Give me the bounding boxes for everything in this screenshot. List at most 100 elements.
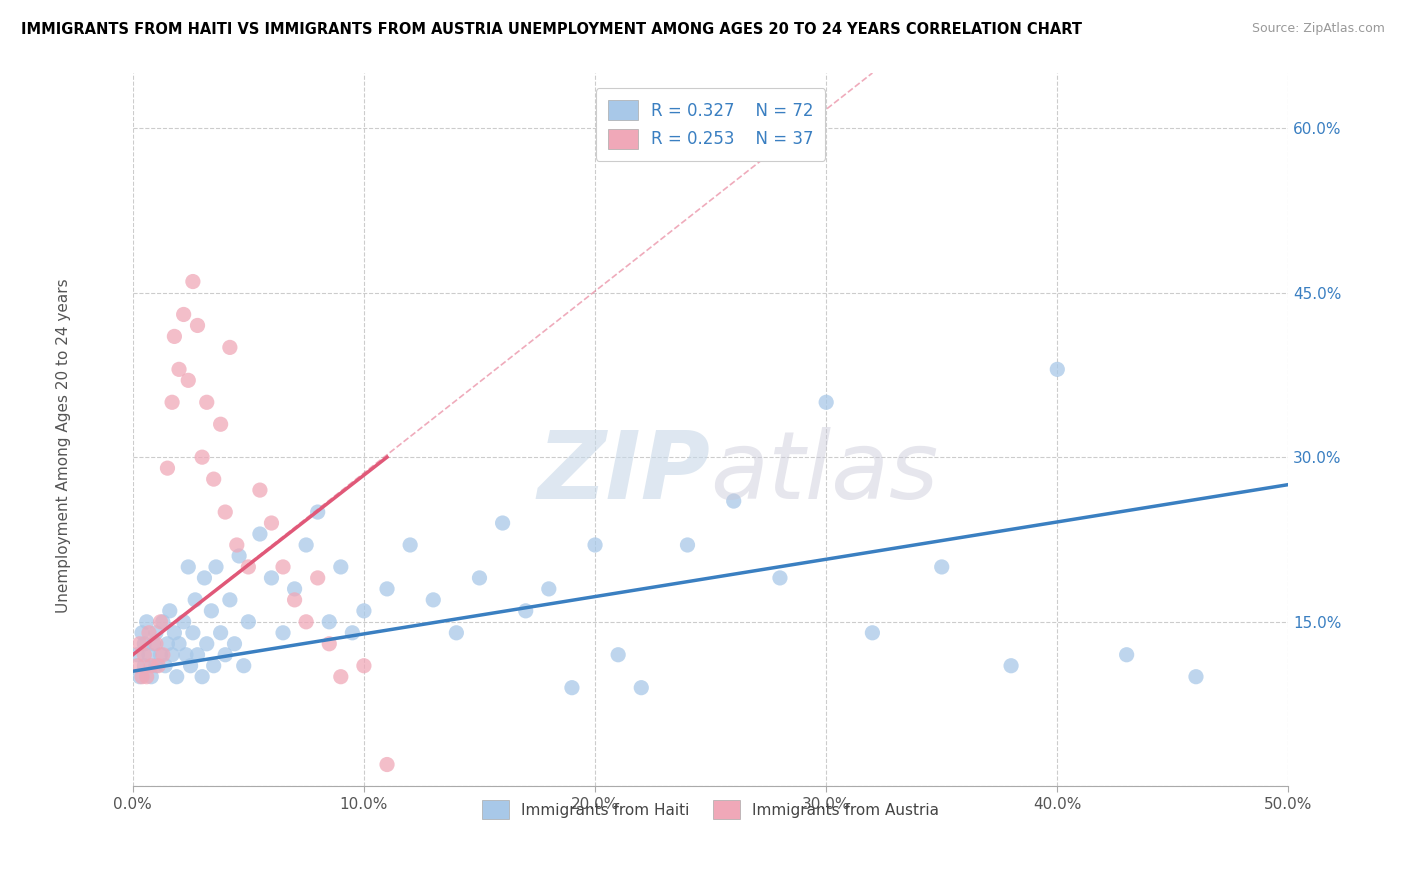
Point — [228, 549, 250, 563]
Text: Unemployment Among Ages 20 to 24 years: Unemployment Among Ages 20 to 24 years — [56, 278, 70, 614]
Point — [561, 681, 583, 695]
Point — [329, 560, 352, 574]
Point — [195, 637, 218, 651]
Point — [167, 362, 190, 376]
Point — [214, 505, 236, 519]
Text: ZIP: ZIP — [537, 426, 710, 518]
Point — [723, 494, 745, 508]
Point — [249, 483, 271, 497]
Point — [200, 604, 222, 618]
Point — [141, 658, 163, 673]
Point — [1115, 648, 1137, 662]
Point — [134, 648, 156, 662]
Point — [295, 538, 318, 552]
Point — [446, 625, 468, 640]
Point — [195, 395, 218, 409]
Point — [186, 648, 208, 662]
Text: IMMIGRANTS FROM HAITI VS IMMIGRANTS FROM AUSTRIA UNEMPLOYMENT AMONG AGES 20 TO 2: IMMIGRANTS FROM HAITI VS IMMIGRANTS FROM… — [21, 22, 1083, 37]
Point — [166, 670, 188, 684]
Point — [318, 615, 340, 629]
Point — [769, 571, 792, 585]
Point — [191, 670, 214, 684]
Point — [152, 648, 174, 662]
Point — [156, 637, 179, 651]
Point — [218, 592, 240, 607]
Point — [191, 450, 214, 465]
Point — [353, 604, 375, 618]
Point — [491, 516, 513, 530]
Point — [159, 604, 181, 618]
Point — [127, 658, 149, 673]
Point — [260, 571, 283, 585]
Point — [135, 615, 157, 629]
Point — [271, 560, 294, 574]
Point — [174, 648, 197, 662]
Point — [295, 615, 318, 629]
Point — [152, 615, 174, 629]
Point — [329, 670, 352, 684]
Point — [224, 637, 246, 651]
Point — [128, 670, 150, 684]
Point — [202, 472, 225, 486]
Point — [163, 329, 186, 343]
Point — [1185, 670, 1208, 684]
Point — [127, 648, 149, 662]
Point — [583, 538, 606, 552]
Point — [209, 625, 232, 640]
Point — [141, 670, 163, 684]
Point — [167, 637, 190, 651]
Point — [375, 582, 398, 596]
Point — [218, 340, 240, 354]
Point — [307, 571, 329, 585]
Point — [149, 615, 172, 629]
Point — [676, 538, 699, 552]
Point — [138, 648, 160, 662]
Point — [128, 637, 150, 651]
Point — [193, 571, 215, 585]
Point — [860, 625, 883, 640]
Point — [205, 560, 228, 574]
Point — [260, 516, 283, 530]
Point — [238, 615, 260, 629]
Point — [142, 637, 165, 651]
Point — [153, 658, 176, 673]
Point — [186, 318, 208, 333]
Point — [160, 648, 183, 662]
Point — [145, 625, 167, 640]
Point — [163, 625, 186, 640]
Point — [318, 637, 340, 651]
Point — [134, 658, 156, 673]
Point — [537, 582, 560, 596]
Point — [184, 592, 207, 607]
Point — [225, 538, 247, 552]
Point — [249, 527, 271, 541]
Point — [156, 461, 179, 475]
Point — [134, 637, 156, 651]
Point — [145, 658, 167, 673]
Point — [422, 592, 444, 607]
Point — [238, 560, 260, 574]
Point — [515, 604, 537, 618]
Point — [181, 275, 204, 289]
Point — [815, 395, 838, 409]
Legend: Immigrants from Haiti, Immigrants from Austria: Immigrants from Haiti, Immigrants from A… — [475, 795, 946, 825]
Point — [630, 681, 652, 695]
Point — [931, 560, 953, 574]
Point — [138, 625, 160, 640]
Point — [177, 560, 200, 574]
Point — [202, 658, 225, 673]
Point — [131, 625, 153, 640]
Point — [160, 395, 183, 409]
Point — [1000, 658, 1022, 673]
Point — [232, 658, 254, 673]
Point — [135, 670, 157, 684]
Point — [468, 571, 491, 585]
Point — [375, 757, 398, 772]
Point — [271, 625, 294, 640]
Point — [173, 615, 195, 629]
Point — [342, 625, 364, 640]
Text: atlas: atlas — [710, 427, 939, 518]
Point — [148, 658, 170, 673]
Point — [177, 373, 200, 387]
Point — [145, 637, 167, 651]
